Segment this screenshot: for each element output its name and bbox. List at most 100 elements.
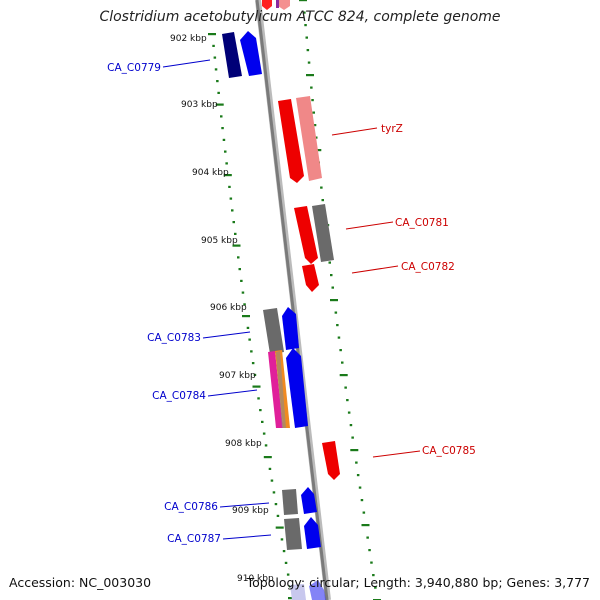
tick-label-903: 903 kbp [181, 100, 218, 110]
feature-tyrZ-rna[interactable] [296, 96, 322, 181]
gc-dot-left-35 [264, 444, 268, 447]
gc-dot-left-47 [288, 585, 292, 588]
gc-dot-left-24 [242, 315, 250, 318]
feature-top-partial-red[interactable] [262, 0, 272, 10]
gc-dot-left-16 [232, 221, 235, 224]
feature-CA_C0787-grey[interactable] [284, 518, 302, 550]
gene-arrow-CA_C0784-blue[interactable] [286, 348, 308, 428]
gc-dot-right-28 [339, 349, 342, 352]
gc-dot-right-6 [306, 74, 314, 77]
gc-dot-right-36 [350, 449, 359, 452]
gc-dot-right-40 [360, 499, 364, 502]
tick-label-907: 907 kbp [219, 371, 256, 381]
gene-arrow-CA_C0785-red[interactable] [322, 441, 340, 480]
tick-label-906: 906 kbp [210, 303, 247, 313]
map-title: Clostridium acetobutylicum ATCC 824, com… [99, 9, 501, 25]
gene-arrow-CA_C0782-red[interactable] [302, 264, 319, 292]
gene-arrow-CA_C0787-blue[interactable] [304, 517, 321, 549]
gc-dot-left-4 [216, 80, 219, 83]
gc-dot-left-14 [229, 197, 233, 200]
gc-dot-right-39 [358, 486, 362, 489]
gc-dot-left-42 [275, 526, 284, 529]
tick-label-905: 905 kbp [201, 236, 238, 246]
gene-arrow-CA_C0781-red[interactable] [294, 206, 318, 264]
gc-dot-right-34 [349, 424, 353, 427]
gc-dot-left-30 [252, 385, 261, 388]
gc-dot-right-45 [370, 561, 373, 564]
gc-dot-left-8 [221, 127, 224, 130]
gc-dot-right-47 [374, 586, 377, 589]
gc-dot-right-35 [351, 436, 354, 439]
feature-CA_C0786-grey[interactable] [282, 489, 298, 515]
gc-dot-left-15 [231, 209, 234, 212]
gc-dot-right-3 [305, 36, 308, 39]
feature-CA_C0781-grey[interactable] [312, 204, 334, 262]
feature-top-partial-pink[interactable] [278, 0, 290, 10]
backbone-line [255, 0, 329, 600]
gene-label-CA_C0782[interactable]: CA_C0782 [401, 261, 455, 273]
feature-CA_C0784-magenta[interactable] [268, 351, 283, 428]
gc-dot-left-9 [222, 138, 226, 141]
gene-label-CA_C0781[interactable]: CA_C0781 [395, 217, 449, 229]
gc-dot-right-0 [299, 0, 307, 2]
gc-dot-right-27 [337, 336, 341, 339]
gc-dot-left-10 [224, 150, 227, 153]
gc-dot-left-0 [208, 33, 216, 36]
gene-label-CA_C0786[interactable]: CA_C0786 [164, 501, 218, 513]
gc-dot-left-19 [237, 256, 240, 259]
gc-dot-right-21 [328, 261, 331, 264]
gene-label-CA_C0785[interactable]: CA_C0785 [422, 445, 476, 457]
gene-label-CA_C0783[interactable]: CA_C0783 [147, 332, 201, 344]
gc-dot-right-2 [304, 24, 307, 27]
tick-label-904: 904 kbp [192, 168, 229, 178]
leader-CA_C0783 [202, 331, 251, 339]
gene-arrow-CA_C0779-dark[interactable] [222, 32, 242, 78]
gene-arrow-tyrZ-red[interactable] [278, 99, 304, 183]
gc-dot-left-6 [215, 103, 224, 106]
gc-dot-right-41 [362, 511, 366, 514]
gc-dot-right-30 [339, 374, 348, 377]
gc-dot-right-44 [368, 549, 371, 552]
gc-dot-left-44 [282, 550, 286, 553]
leader-CA_C0787 [222, 534, 272, 540]
feature-bottom-partial-blue[interactable] [309, 580, 326, 600]
gene-arrow-CA_C0786-blue[interactable] [301, 487, 317, 514]
gc-dot-right-33 [347, 411, 351, 414]
gc-dot-left-41 [276, 514, 280, 517]
feature-top-partial-purple[interactable] [276, 0, 279, 8]
gc-dot-right-42 [361, 524, 370, 527]
gene-arrow-CA_C0779-blue[interactable] [240, 31, 262, 76]
gene-label-CA_C0787[interactable]: CA_C0787 [167, 533, 221, 545]
gc-dot-left-11 [225, 162, 228, 165]
feature-bottom-partial-lilac[interactable] [290, 584, 306, 600]
gc-dot-right-4 [306, 49, 310, 52]
gc-dot-right-10 [313, 124, 317, 127]
feature-CA_C0783-grey[interactable] [263, 308, 284, 354]
gc-dot-left-37 [268, 467, 272, 470]
gc-dot-left-7 [220, 115, 223, 118]
gc-dot-left-31 [257, 397, 260, 400]
gc-dot-right-1 [303, 11, 306, 14]
gene-arrow-CA_C0783-blue[interactable] [282, 307, 299, 350]
feature-CA_C0784-grey[interactable] [276, 351, 286, 428]
backbone [255, 0, 331, 600]
gene-label-CA_C0784[interactable]: CA_C0784 [152, 390, 206, 402]
gc-dot-right-43 [366, 536, 369, 539]
kbp-axis: 902 kbp 903 kbp 904 kbp 905 kbp 906 kbp … [170, 34, 274, 584]
gc-dot-right-37 [355, 461, 358, 464]
gc-dot-right-7 [310, 86, 313, 89]
gc-dot-left-43 [280, 538, 284, 541]
gc-dot-left-46 [286, 573, 290, 576]
gene-label-tyrZ[interactable]: tyrZ [381, 123, 403, 135]
gc-dot-left-32 [259, 409, 262, 412]
leader-CA_C0785 [372, 450, 421, 458]
gc-dot-right-38 [356, 474, 360, 477]
gc-dot-left-3 [214, 68, 218, 71]
gc-dot-left-29 [253, 373, 257, 376]
gc-dot-right-15 [320, 186, 323, 189]
gene-label-CA_C0779[interactable]: CA_C0779 [107, 62, 161, 74]
gc-dot-left-17 [234, 232, 237, 235]
gc-dot-right-26 [336, 324, 339, 327]
gc-dot-left-26 [248, 338, 251, 341]
gc-dot-left-23 [243, 303, 246, 306]
